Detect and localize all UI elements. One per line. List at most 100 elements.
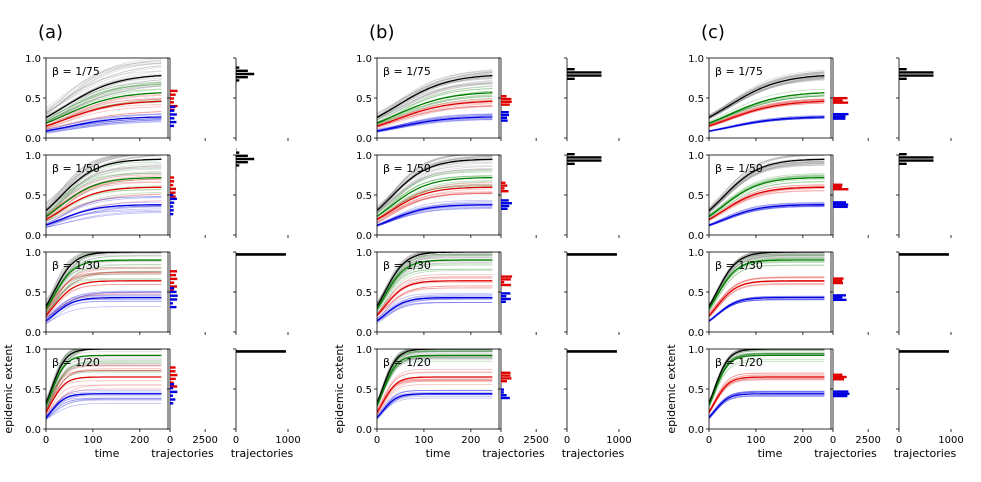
faint-trajectory (377, 115, 493, 131)
faint-trajectory (709, 73, 825, 117)
faint-trajectory (377, 119, 493, 133)
faint-trajectory (46, 252, 90, 308)
faint-trajectory (709, 102, 825, 128)
mean-curve-green (709, 92, 825, 124)
faint-trajectory (709, 155, 805, 208)
faint-trajectory (46, 349, 91, 399)
beta-label: β = 1/30 (52, 259, 100, 272)
faint-trajectory (46, 291, 162, 319)
faint-trajectory (377, 268, 493, 315)
mean-curve-red (46, 100, 162, 127)
trajectory-layer (709, 70, 825, 133)
faint-trajectory (46, 84, 162, 124)
faint-trajectory (46, 155, 162, 204)
faint-trajectory (709, 173, 825, 216)
faint-trajectory (377, 293, 493, 320)
mean-curve-blue (377, 296, 493, 322)
faint-trajectory (46, 363, 162, 405)
faint-trajectory (377, 353, 493, 405)
faint-trajectory (377, 397, 493, 419)
faint-trajectory (377, 70, 493, 118)
faint-trajectory (709, 391, 825, 418)
y-tick-label: 1.0 (688, 54, 704, 65)
faint-trajectory (46, 272, 162, 315)
trajectory-layer (377, 69, 493, 133)
subplot-main: β = 1/75 0.0 0.5 1.0 (25, 54, 169, 145)
faint-trajectory (377, 349, 410, 404)
subplot-main: β = 1/20 0.0 0.5 1.0 0 100 200 time epidemic ext… (2, 344, 169, 460)
faint-trajectory (46, 268, 162, 314)
y-tick-label: 0.5 (688, 385, 704, 396)
y-tick-label: 0.0 (356, 134, 372, 145)
faint-trajectory (46, 155, 141, 211)
faint-trajectory (46, 349, 78, 402)
x-tick-label: 0 (498, 435, 504, 446)
faint-trajectory (377, 72, 493, 115)
faint-trajectory (377, 87, 493, 121)
faint-trajectory (709, 394, 825, 419)
faint-trajectory (46, 155, 128, 211)
faint-trajectory (377, 357, 493, 408)
trajectory-layer (46, 155, 162, 228)
faint-trajectory (46, 59, 162, 115)
x-tick-label: 1000 (938, 435, 963, 446)
subplot-hist1 (167, 251, 206, 335)
faint-trajectory (46, 272, 162, 316)
mean-curve-green (377, 259, 493, 310)
faint-trajectory (709, 295, 825, 322)
faint-trajectory (46, 273, 162, 313)
faint-trajectory (46, 279, 162, 316)
faint-trajectory (709, 79, 825, 120)
faint-trajectory (46, 349, 80, 403)
faint-trajectory (377, 379, 493, 415)
faint-trajectory (709, 205, 825, 227)
faint-trajectory (377, 252, 424, 307)
faint-trajectory (709, 78, 825, 119)
faint-trajectory (377, 115, 493, 131)
mean-curve-red (377, 376, 493, 413)
x-axis-label: trajectories (231, 447, 294, 460)
faint-trajectory (46, 83, 162, 123)
faint-trajectory (377, 171, 493, 217)
x-tick-label: 2500 (192, 435, 217, 446)
faint-trajectory (46, 271, 162, 314)
faint-trajectory (377, 207, 493, 226)
faint-trajectory (709, 72, 825, 118)
faint-trajectory (46, 119, 162, 132)
y-axis-label: epidemic extent (333, 344, 346, 434)
faint-trajectory (46, 272, 162, 311)
faint-trajectory (377, 85, 493, 119)
faint-trajectory (377, 162, 493, 213)
y-tick-label: 0.5 (356, 191, 372, 202)
faint-trajectory (46, 349, 79, 403)
faint-trajectory (46, 155, 148, 205)
faint-trajectory (377, 78, 493, 121)
faint-trajectory (46, 113, 162, 130)
faint-trajectory (377, 298, 493, 321)
faint-trajectory (377, 379, 493, 416)
faint-trajectory (709, 72, 825, 117)
faint-trajectory (46, 254, 162, 302)
x-axis-label: trajectories (814, 447, 877, 460)
faint-trajectory (46, 205, 162, 225)
beta-label: β = 1/20 (52, 356, 100, 369)
mean-curve-green (46, 354, 162, 406)
faint-trajectory (46, 163, 162, 215)
faint-trajectory (709, 252, 760, 308)
faint-trajectory (377, 155, 469, 210)
subplot-hist2 (564, 152, 620, 238)
faint-trajectory (46, 155, 146, 204)
faint-trajectory (377, 192, 493, 221)
faint-trajectory (46, 165, 162, 213)
y-tick-label: 0.0 (25, 231, 41, 242)
faint-trajectory (377, 262, 493, 311)
faint-trajectory (709, 155, 825, 209)
faint-trajectory (46, 270, 162, 311)
faint-trajectory (709, 254, 825, 307)
faint-trajectory (46, 84, 162, 121)
faint-trajectory (377, 396, 493, 420)
faint-trajectory (709, 359, 825, 408)
trajectory-layer (46, 349, 162, 420)
faint-trajectory (46, 398, 162, 419)
subplot-hist1 (830, 57, 869, 141)
